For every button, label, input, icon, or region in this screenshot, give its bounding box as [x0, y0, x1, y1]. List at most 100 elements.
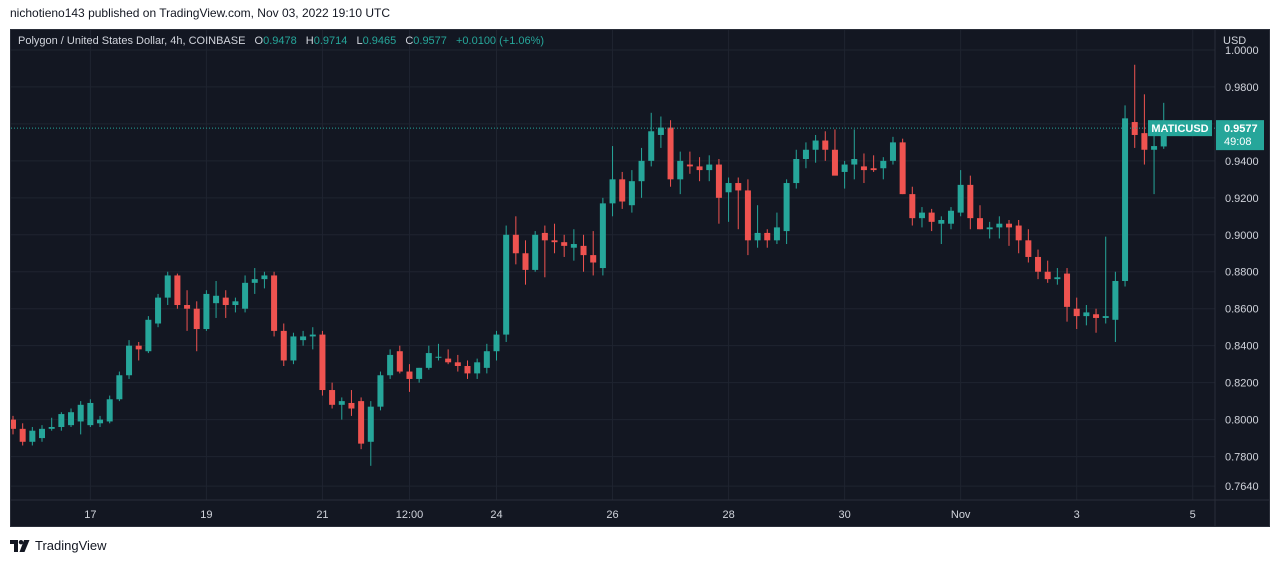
candle[interactable]	[87, 399, 94, 427]
candle[interactable]	[261, 271, 268, 289]
candle[interactable]	[1015, 219, 1022, 254]
candle[interactable]	[1151, 129, 1158, 195]
candle[interactable]	[541, 225, 548, 278]
candle[interactable]	[744, 179, 751, 256]
candle[interactable]	[1054, 268, 1061, 285]
candle[interactable]	[454, 354, 461, 372]
candle[interactable]	[126, 340, 133, 379]
candle[interactable]	[802, 142, 809, 169]
candle[interactable]	[977, 205, 983, 230]
candle[interactable]	[416, 367, 423, 383]
candle[interactable]	[348, 390, 355, 416]
candle[interactable]	[1131, 64, 1138, 148]
candle[interactable]	[899, 138, 906, 195]
candle[interactable]	[271, 271, 278, 337]
candle[interactable]	[657, 116, 664, 148]
candle[interactable]	[889, 136, 896, 165]
candle[interactable]	[851, 129, 858, 180]
candle[interactable]	[870, 155, 877, 172]
candle[interactable]	[764, 229, 771, 248]
candle[interactable]	[396, 345, 403, 374]
candle[interactable]	[300, 330, 307, 346]
candle[interactable]	[570, 229, 577, 261]
candle[interactable]	[619, 171, 626, 209]
candle[interactable]	[967, 175, 974, 230]
candle[interactable]	[338, 397, 345, 420]
candle[interactable]	[48, 417, 55, 431]
candle[interactable]	[686, 151, 693, 174]
candle[interactable]	[174, 273, 181, 309]
candle[interactable]	[599, 197, 606, 276]
candle[interactable]	[522, 240, 529, 285]
candle[interactable]	[590, 231, 597, 276]
candle[interactable]	[735, 177, 742, 230]
candle[interactable]	[841, 160, 848, 189]
candle[interactable]	[68, 408, 75, 427]
candle[interactable]	[773, 212, 780, 245]
candle[interactable]	[648, 112, 655, 167]
candle[interactable]	[58, 412, 65, 431]
candle[interactable]	[358, 397, 365, 450]
candle[interactable]	[1064, 268, 1071, 322]
candle[interactable]	[474, 358, 481, 379]
candle[interactable]	[97, 415, 104, 427]
candle[interactable]	[928, 208, 935, 232]
candle[interactable]	[213, 280, 220, 318]
candle[interactable]	[580, 234, 587, 272]
candle[interactable]	[551, 223, 558, 254]
candle[interactable]	[793, 149, 800, 189]
candle[interactable]	[725, 177, 732, 222]
candle[interactable]	[145, 316, 152, 354]
candle[interactable]	[909, 186, 916, 226]
candle[interactable]	[503, 225, 510, 342]
candle[interactable]	[329, 382, 336, 409]
candle[interactable]	[754, 205, 761, 248]
candle[interactable]	[425, 345, 432, 370]
candle[interactable]	[706, 155, 713, 182]
candle[interactable]	[155, 293, 162, 328]
candle[interactable]	[367, 401, 374, 466]
candle[interactable]	[164, 271, 171, 306]
candle[interactable]	[918, 207, 925, 228]
candle[interactable]	[387, 349, 394, 379]
candle[interactable]	[677, 151, 684, 195]
candle[interactable]	[106, 395, 113, 424]
candle[interactable]	[860, 153, 867, 184]
candle[interactable]	[29, 426, 36, 446]
candle[interactable]	[77, 401, 84, 435]
candle[interactable]	[561, 234, 568, 257]
candle[interactable]	[1093, 308, 1100, 333]
tradingview-brand[interactable]: TradingView	[10, 538, 107, 553]
candle[interactable]	[1112, 271, 1119, 342]
candle[interactable]	[638, 147, 645, 198]
candle[interactable]	[986, 221, 993, 239]
candle[interactable]	[242, 275, 249, 313]
candle[interactable]	[1025, 229, 1032, 263]
candle[interactable]	[628, 170, 635, 213]
candle[interactable]	[1122, 105, 1129, 287]
candle[interactable]	[938, 216, 945, 245]
candle[interactable]	[11, 415, 16, 435]
candle[interactable]	[947, 207, 954, 230]
candle[interactable]	[822, 131, 829, 161]
candle[interactable]	[464, 360, 471, 379]
candle[interactable]	[19, 423, 26, 446]
chart-panel[interactable]: 1.00000.98000.96000.94000.92000.90000.88…	[10, 29, 1270, 527]
candle[interactable]	[512, 216, 519, 265]
candle[interactable]	[532, 231, 539, 272]
candle[interactable]	[445, 349, 452, 365]
candle[interactable]	[957, 170, 964, 217]
candle[interactable]	[1102, 236, 1109, 324]
candle[interactable]	[880, 157, 887, 180]
candle[interactable]	[1035, 249, 1042, 280]
candle[interactable]	[696, 157, 703, 182]
candle[interactable]	[812, 134, 819, 163]
candle[interactable]	[831, 129, 838, 176]
candle[interactable]	[377, 371, 384, 411]
candle[interactable]	[116, 371, 123, 402]
candle[interactable]	[319, 330, 326, 396]
candle[interactable]	[406, 364, 413, 392]
candle[interactable]	[222, 290, 229, 318]
candle[interactable]	[493, 330, 500, 361]
candle[interactable]	[1044, 260, 1051, 283]
